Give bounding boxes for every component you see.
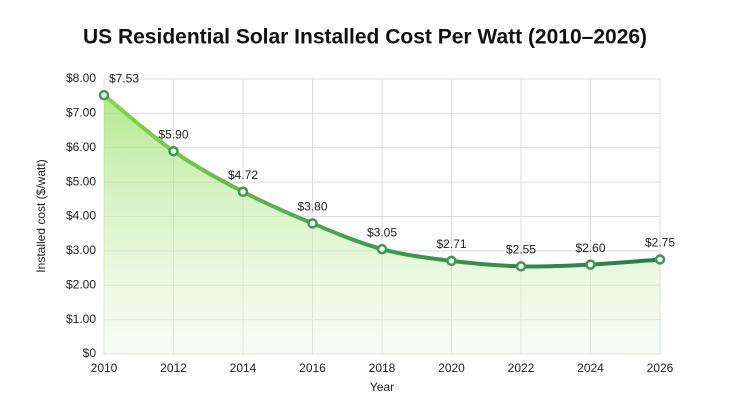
x-tick-label: 2026 [647, 361, 674, 375]
x-tick-label: 2014 [230, 361, 257, 375]
point [168, 145, 179, 157]
x-tick-label: 2022 [508, 361, 535, 375]
x-tick-label: 2018 [369, 361, 396, 375]
x-tick-label: 2012 [160, 361, 187, 375]
point [376, 243, 388, 255]
y-axis-label: Installed cost ($/watt) [34, 159, 48, 272]
point [585, 259, 596, 270]
value-label: $4.72 [228, 168, 258, 182]
value-label: $2.71 [436, 237, 466, 251]
value-label: $2.75 [645, 236, 675, 250]
chart-title: US Residential Solar Installed Cost Per … [83, 26, 647, 49]
value-label: $7.53 [109, 71, 139, 85]
value-label: $2.55 [506, 243, 536, 257]
y-tick-label: $3.00 [66, 243, 96, 257]
x-tick-label: 2024 [577, 361, 604, 375]
x-tick-label: 2020 [438, 361, 465, 375]
value-label: $2.60 [575, 241, 605, 255]
area [104, 95, 660, 354]
y-tick-label: $7.00 [66, 106, 96, 120]
point [446, 255, 457, 267]
y-tick-label: $1.00 [66, 312, 96, 326]
point [515, 261, 527, 272]
x-tick-label: 2010 [91, 361, 118, 375]
y-tick-label: $4.00 [66, 209, 96, 223]
point [237, 186, 249, 197]
x-axis-label: Year [370, 380, 394, 394]
value-label: $3.80 [297, 200, 327, 214]
y-tick-label: $6.00 [66, 140, 96, 154]
y-tick-label: $0 [83, 346, 97, 360]
point [654, 254, 666, 265]
point [98, 89, 110, 101]
value-label: $5.90 [158, 127, 188, 141]
y-tick-label: $8.00 [66, 71, 96, 85]
x-tick-label: 2016 [299, 361, 326, 375]
y-tick-label: $2.00 [66, 277, 96, 291]
point [307, 218, 318, 229]
value-label: $3.05 [367, 225, 397, 239]
y-tick-label: $5.00 [66, 174, 96, 188]
